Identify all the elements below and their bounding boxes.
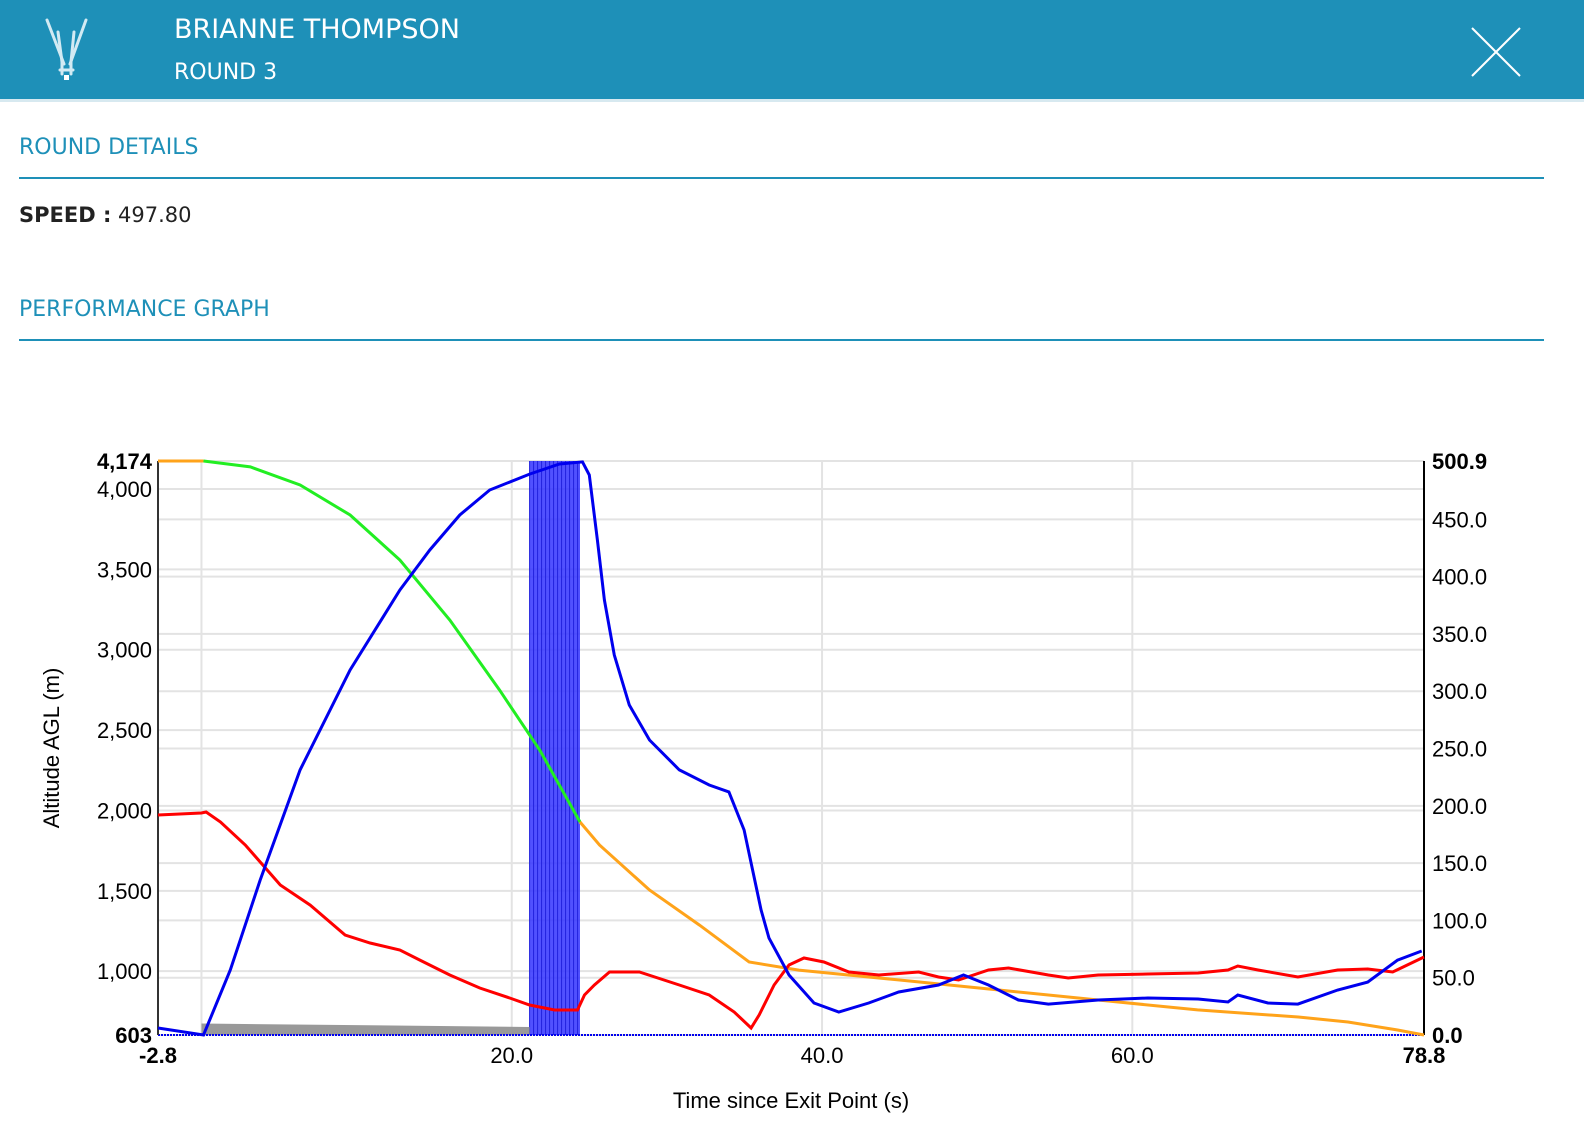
round-label: ROUND 3 (174, 60, 278, 85)
y-axis-title: Altitude AGL (m) (39, 668, 64, 829)
x-tick-label: 78.8 (1403, 1043, 1446, 1068)
red-series-line (157, 810, 1425, 1031)
right-tick-label: 450.0 (1432, 507, 1487, 532)
performance-chart: 4,174 4,000 3,500 3,000 2,500 2,000 1,500 1,000… (39, 449, 1487, 1113)
left-tick-label: 4,000 (97, 477, 152, 502)
grey-area (201, 1023, 530, 1035)
right-tick-label: 100.0 (1432, 908, 1487, 933)
altitude-window-line (203, 459, 582, 823)
right-tick-label: 300.0 (1432, 679, 1487, 704)
x-tick-label: -2.8 (139, 1043, 177, 1068)
right-tick-label: 0.0 (1432, 1023, 1463, 1048)
left-tick-label: 2,000 (97, 798, 152, 823)
app-header: BRIANNE THOMPSON ROUND 3 (0, 0, 1584, 102)
close-icon[interactable] (1470, 26, 1522, 78)
speed-line (157, 460, 1423, 1037)
right-tick-label: 150.0 (1432, 851, 1487, 876)
right-tick-label: 250.0 (1432, 737, 1487, 762)
x-tick-label: 40.0 (801, 1043, 844, 1068)
right-tick-label: 500.9 (1432, 449, 1487, 474)
speed-row: SPEED : 497.80 (19, 203, 192, 227)
left-tick-label: 4,174 (97, 449, 153, 474)
athlete-name: BRIANNE THOMPSON (174, 14, 460, 45)
logo-icon (45, 18, 88, 80)
left-tick-label: 603 (115, 1023, 152, 1048)
x-tick-label: 20.0 (490, 1043, 533, 1068)
altitude-line (578, 821, 1425, 1037)
x-axis-title: Time since Exit Point (s) (673, 1088, 909, 1113)
divider (19, 339, 1544, 341)
speed-label: SPEED : (19, 203, 112, 227)
right-tick-label: 200.0 (1432, 794, 1487, 819)
left-tick-label: 3,500 (97, 557, 152, 582)
right-tick-label: 350.0 (1432, 622, 1487, 647)
round-details-heading: ROUND DETAILS (19, 135, 199, 160)
right-tick-label: 50.0 (1432, 966, 1475, 991)
right-tick-label: 400.0 (1432, 565, 1487, 590)
left-tick-label: 2,500 (97, 718, 152, 743)
left-tick-label: 3,000 (97, 638, 152, 663)
speed-value: 497.80 (118, 203, 192, 227)
left-tick-label: 1,500 (97, 879, 152, 904)
divider (19, 177, 1544, 179)
performance-graph-heading: PERFORMANCE GRAPH (19, 297, 270, 322)
left-tick-label: 1,000 (97, 959, 152, 984)
x-tick-label: 60.0 (1111, 1043, 1154, 1068)
